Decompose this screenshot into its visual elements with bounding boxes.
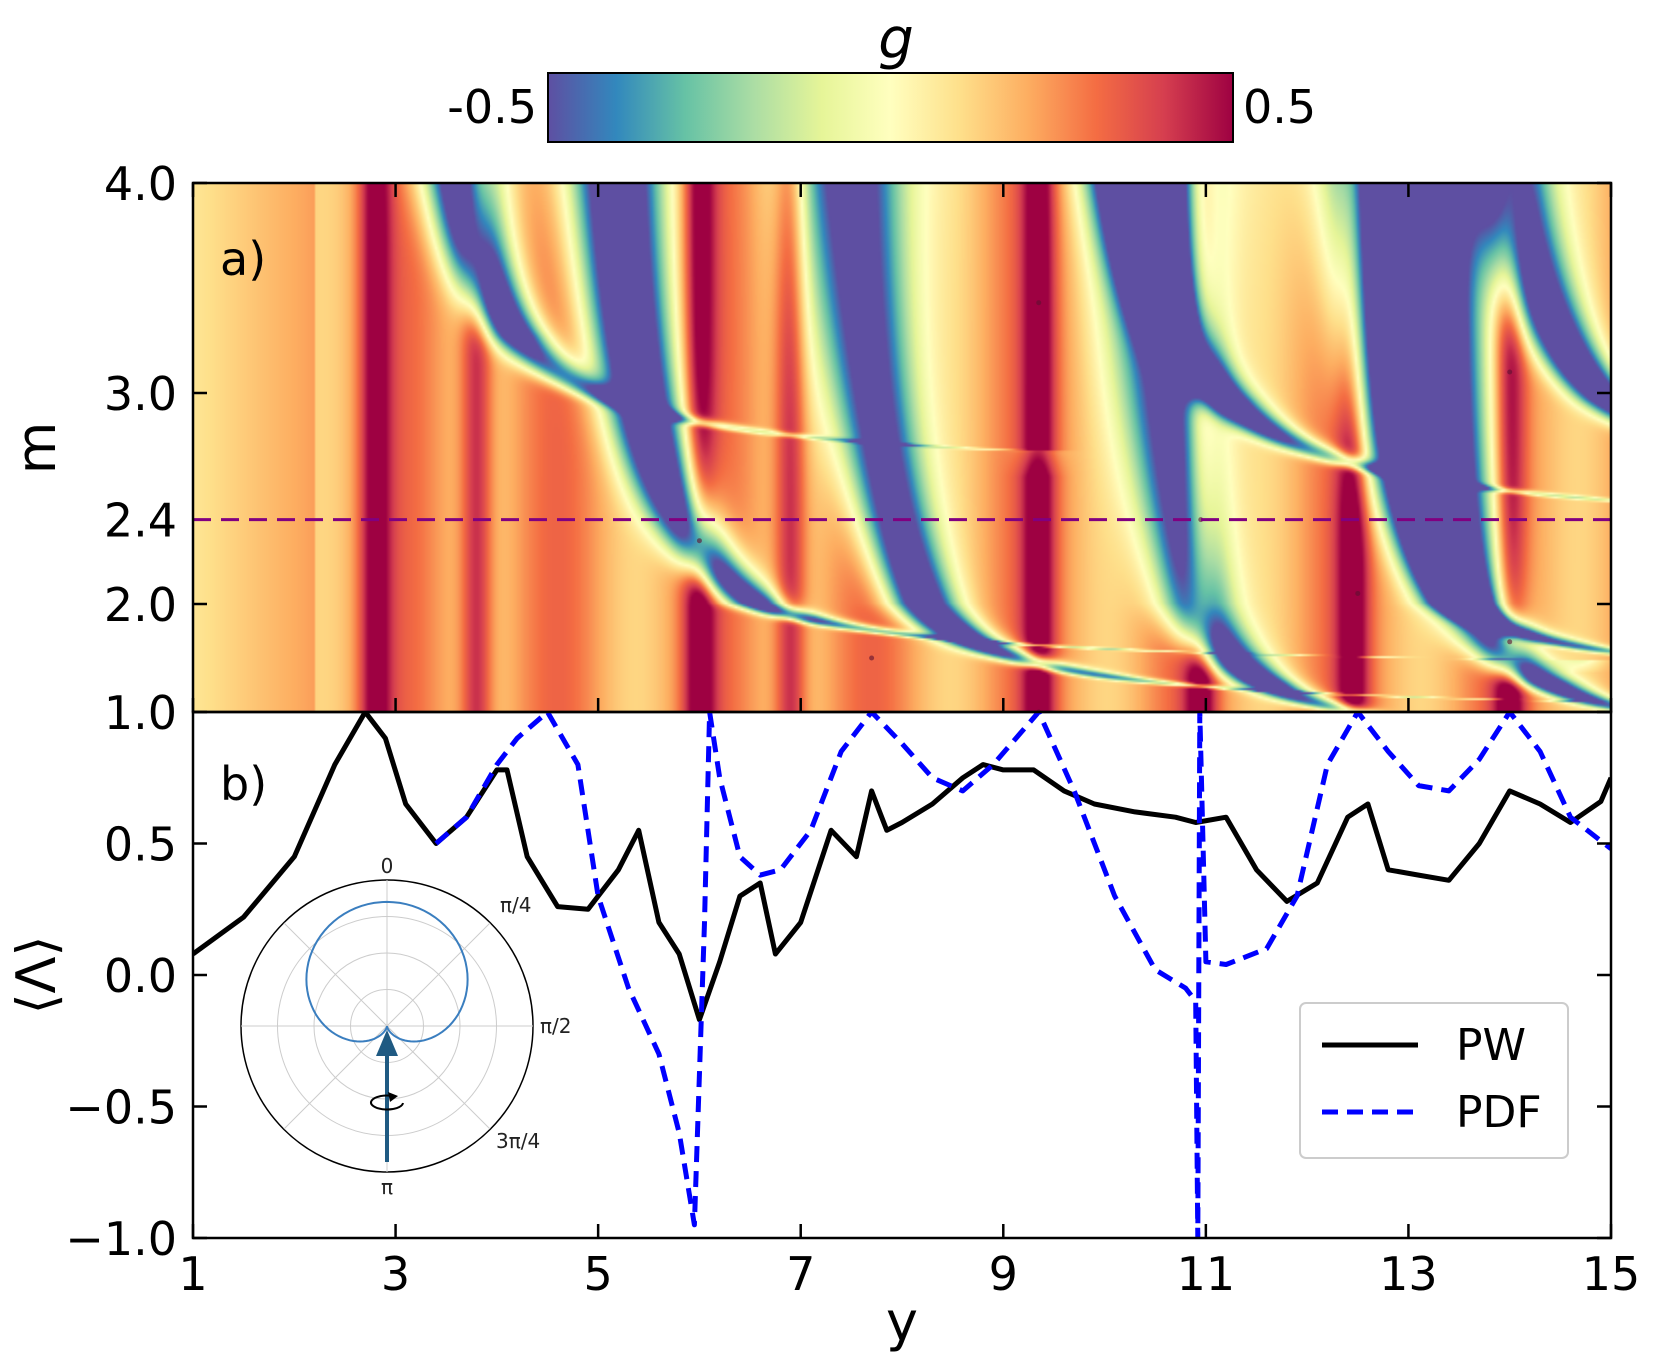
ytick-label: 4.0 — [104, 157, 177, 211]
ytick-label: 3.0 — [104, 367, 177, 421]
panel-b-label: b) — [220, 757, 267, 811]
xtick-label: 5 — [584, 1247, 613, 1301]
panel-b-ylabel: ⟨Λ⟩ — [5, 935, 68, 1014]
series-pdf-line — [434, 712, 1611, 1238]
ytick-label: 1.0 — [104, 686, 177, 740]
resonance-point — [1507, 369, 1513, 375]
polar-inset: 0 π/4 π/2 3π/4 π — [240, 854, 572, 1199]
legend-pdf-label: PDF — [1456, 1087, 1542, 1138]
panel-a-label: a) — [220, 232, 266, 286]
colorbar-min-label: -0.5 — [447, 80, 537, 134]
resonance-point — [696, 538, 702, 544]
resonance-point — [1036, 300, 1042, 306]
ytick-label: 2.0 — [104, 578, 177, 632]
ytick-label: −1.0 — [65, 1212, 177, 1266]
polar-label-3pi4: 3π/4 — [496, 1129, 540, 1153]
polar-label-0: 0 — [381, 854, 394, 878]
xtick-label: 9 — [989, 1247, 1018, 1301]
rotation-icon — [370, 1094, 404, 1111]
heatmap-image — [193, 183, 1611, 712]
panel-a-ylabel: m — [5, 422, 68, 475]
panel-b: −1.0−0.50.00.51.01 3 5 7 9 11 13 15 b) ⟨Λ⟩ y PW… — [5, 686, 1640, 1353]
colorbar: g -0.5 0.5 — [447, 7, 1316, 143]
polar-label-pi2: π/2 — [540, 1014, 572, 1038]
legend: PW PDF — [1299, 1002, 1569, 1159]
panel-a-ticks: 2.0 3.0 4.0 — [104, 157, 1613, 714]
polar-label-pi4: π/4 — [500, 893, 532, 917]
colorbar-gradient — [547, 72, 1234, 143]
panel-b-ticks: −1.0−0.50.00.51.01 3 5 7 9 11 13 15 — [65, 686, 1640, 1301]
heatmap — [193, 183, 1611, 712]
resonance-point — [1355, 590, 1361, 596]
xtick-label: 1 — [178, 1247, 207, 1301]
legend-pw-label: PW — [1456, 1020, 1526, 1071]
ytick-label: 0.5 — [104, 818, 177, 872]
xtick-label: 3 — [381, 1247, 410, 1301]
colorbar-max-label: 0.5 — [1243, 80, 1316, 134]
ytick-label: −0.5 — [65, 1081, 177, 1135]
xtick-label: 13 — [1379, 1247, 1438, 1301]
resonance-point — [1507, 639, 1513, 645]
polar-label-pi: π — [381, 1175, 393, 1199]
colorbar-label: g — [878, 7, 914, 72]
series-pw-line — [193, 712, 1611, 1023]
panel-a: 2.4 2.0 3.0 4.0 a) m — [5, 157, 1613, 714]
rotation-arrowhead-icon — [388, 1092, 398, 1102]
xtick-label: 7 — [786, 1247, 815, 1301]
polar-arrowhead-icon — [376, 1030, 398, 1056]
polar-cardioid-curve — [305, 900, 469, 1043]
xtick-label: 11 — [1177, 1247, 1236, 1301]
resonance-point — [869, 655, 875, 661]
legend-box — [1299, 1002, 1569, 1159]
xtick-label: 15 — [1582, 1247, 1641, 1301]
highlight-label: 2.4 — [104, 494, 177, 548]
ytick-label: 0.0 — [104, 949, 177, 1003]
x-axis-label: y — [886, 1290, 918, 1353]
